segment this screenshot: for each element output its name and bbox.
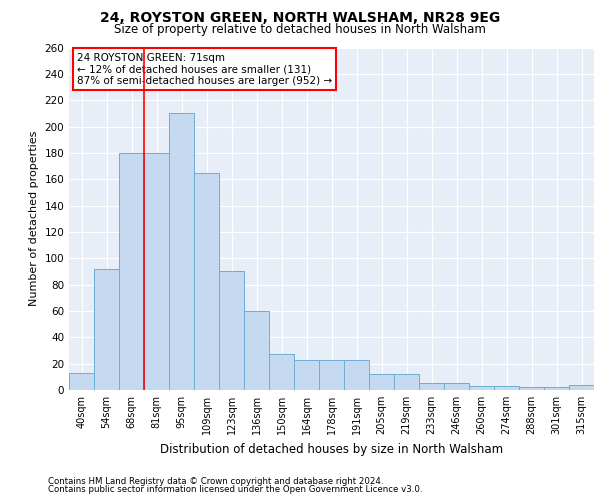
Bar (444, 384, 469, 390)
Bar (344, 360, 369, 390)
Bar (569, 384, 594, 390)
Text: Contains public sector information licensed under the Open Government Licence v3: Contains public sector information licen… (48, 485, 422, 494)
Y-axis label: Number of detached properties: Number of detached properties (29, 131, 39, 306)
Bar (94, 269, 119, 390)
Text: Size of property relative to detached houses in North Walsham: Size of property relative to detached ho… (114, 22, 486, 36)
Text: 24 ROYSTON GREEN: 71sqm
← 12% of detached houses are smaller (131)
87% of semi-d: 24 ROYSTON GREEN: 71sqm ← 12% of detache… (77, 52, 332, 86)
X-axis label: Distribution of detached houses by size in North Walsham: Distribution of detached houses by size … (160, 442, 503, 456)
Text: 24, ROYSTON GREEN, NORTH WALSHAM, NR28 9EG: 24, ROYSTON GREEN, NORTH WALSHAM, NR28 9… (100, 11, 500, 25)
Bar (469, 386, 494, 390)
Bar (144, 153, 169, 390)
Bar (319, 360, 344, 390)
Bar (544, 388, 569, 390)
Bar (494, 386, 519, 390)
Bar (119, 153, 144, 390)
Bar (294, 360, 319, 390)
Bar (419, 384, 444, 390)
Bar (194, 172, 219, 390)
Bar (69, 373, 94, 390)
Bar (269, 354, 294, 390)
Bar (519, 388, 544, 390)
Text: Contains HM Land Registry data © Crown copyright and database right 2024.: Contains HM Land Registry data © Crown c… (48, 477, 383, 486)
Bar (369, 374, 394, 390)
Bar (244, 311, 269, 390)
Bar (169, 114, 194, 390)
Bar (219, 272, 244, 390)
Bar (394, 374, 419, 390)
